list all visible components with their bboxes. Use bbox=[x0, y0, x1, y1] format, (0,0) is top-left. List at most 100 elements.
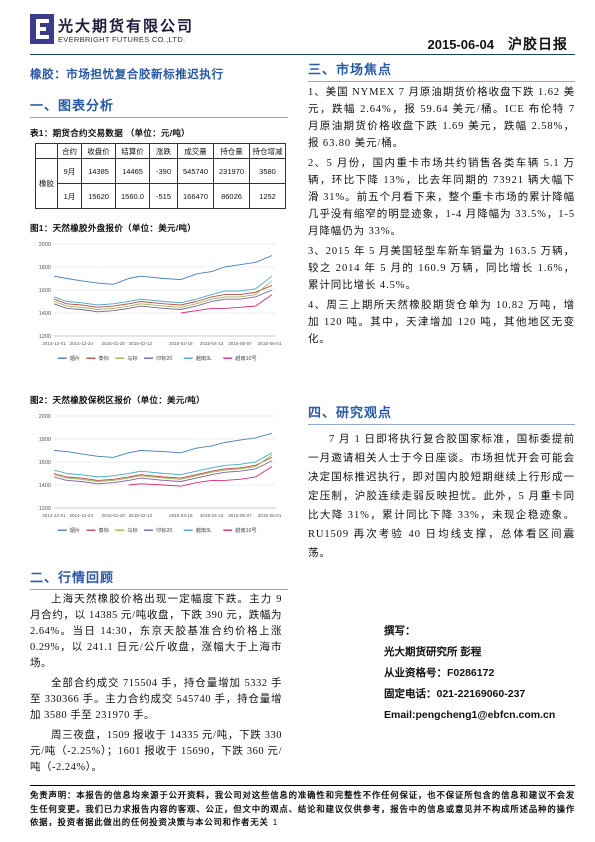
table-cell: 1月 bbox=[57, 183, 82, 209]
focus-item: 3、2015 年 5 月美国轻型车新车销量为 163.5 万辆，较之 2014 … bbox=[308, 246, 575, 291]
chart1-y-tick-label: 1800 bbox=[39, 265, 51, 271]
chart2-x-tick-label: 2014-12-24 bbox=[70, 513, 94, 518]
company-logo-icon bbox=[30, 14, 54, 44]
table-cell: 166470 bbox=[177, 183, 214, 209]
chart2-y-tick-label: 1400 bbox=[39, 483, 51, 489]
chart1-legend-item: 烟片 bbox=[57, 354, 80, 362]
chart2-x-tick-label: 2015-02-12 bbox=[129, 513, 153, 518]
table-header-cell: 收盘价 bbox=[81, 143, 116, 159]
chart1-x-tick-label: 2015-05-07 bbox=[228, 341, 252, 346]
company-name-en: EVERBRIGHT FUTURES CO.,LTD. bbox=[58, 35, 186, 44]
chart1-x-tick-label: 2015-01-20 bbox=[101, 341, 125, 346]
author-org-name: 光大期货研究所 彭程 bbox=[384, 646, 482, 658]
chart2-x-tick-label: 2015-01-20 bbox=[101, 513, 125, 518]
table-cell: 15620 bbox=[81, 183, 116, 209]
chart2-legend-item: 越南3L bbox=[183, 526, 212, 534]
table-cell: 545740 bbox=[177, 158, 214, 184]
chart1-legend-label: 马标 bbox=[127, 354, 137, 362]
chart1-x-tick-label: 2014-12-01 bbox=[42, 341, 66, 346]
focus-item: 1、美国 NYMEX 7 月原油期货价格收盘下跌 1.62 美元，跌幅 2.64… bbox=[308, 87, 575, 149]
table-cell: 14385 bbox=[81, 158, 116, 184]
chart2-legend-item: 马标 bbox=[115, 526, 138, 534]
chart1-series-4-line bbox=[53, 289, 273, 313]
chart2-series-3-line bbox=[53, 454, 273, 482]
chart1-x-tick-label: 2015-04-13 bbox=[200, 341, 224, 346]
table-cell: 86026 bbox=[213, 183, 250, 209]
chart1-legend-label: 越南10号 bbox=[235, 354, 256, 362]
chart2-y-tick-label: 1600 bbox=[39, 460, 51, 466]
chart2-series-1-line bbox=[53, 432, 273, 458]
chart1-x-tick-label: 2014-12-24 bbox=[70, 341, 94, 346]
report-date-title: 2015-06-04 沪胶日报 bbox=[428, 34, 569, 54]
table-header-cell: 持仓量 bbox=[213, 143, 250, 159]
author-block: 撰写： 光大期货研究所 彭程 从业资格号：F0286172 固定电话：021-2… bbox=[384, 621, 555, 726]
chart2-legend-item: 泰标 bbox=[86, 526, 109, 534]
company-name-cn: 光大期货有限公司 bbox=[58, 18, 195, 35]
table-cell: 1252 bbox=[249, 183, 286, 209]
chart2-legend-label: 印标20 bbox=[156, 526, 172, 534]
table-row: 橡胶 9月 14385 14465 -390 545740 231970 358… bbox=[35, 158, 286, 209]
table-header-cell: 成交量 bbox=[177, 143, 214, 159]
figure1-line-chart: 1200 1400 1600 1800 2000 2014-12-01 2014-12-24… bbox=[39, 242, 282, 362]
report-date: 2015-06-04 bbox=[427, 37, 495, 52]
chart2-x-tick-label: 2014-12-01 bbox=[42, 513, 66, 518]
table-header-cell: 合约 bbox=[57, 143, 82, 159]
figure1-caption: 图1：天然橡胶外盘报价（单位：美元/吨） bbox=[30, 223, 197, 233]
table-header-cell: 持仓增减 bbox=[249, 143, 286, 159]
chart2-y-tick-label: 1800 bbox=[39, 437, 51, 443]
chart1-legend-label: 印标20 bbox=[156, 354, 172, 362]
chart2-x-tick-label: 2015-04-13 bbox=[200, 513, 224, 518]
author-license: 从业资格号：F0286172 bbox=[384, 667, 495, 679]
chart1-legend-label: 越南3L bbox=[196, 354, 212, 362]
chart1-x-tick-label: 2015-03-18 bbox=[169, 341, 193, 346]
table-header-row: 合约 收盘价 结算价 涨跌 成交量 持仓量 持仓增减 bbox=[35, 143, 286, 159]
table-cell: 3580 bbox=[249, 158, 286, 184]
chart2-legend-label: 泰标 bbox=[99, 526, 109, 534]
disclaimer-footer: 免责声明：本报告的信息均来源于公开资料，我公司对这些信息的准确性和完整性不作任何… bbox=[30, 785, 575, 830]
chart2-legend-item: 烟片 bbox=[57, 526, 80, 534]
section-market-focus-title: 三、市场焦点 bbox=[308, 59, 575, 82]
market-review-body: 上海天然橡胶价格出现一定幅度下跌。主力 9 月合约，以 14385 元/吨收盘，… bbox=[30, 592, 282, 780]
review-paragraph: 上海天然橡胶价格出现一定幅度下跌。主力 9 月合约，以 14385 元/吨收盘，… bbox=[30, 594, 282, 669]
chart2-legend-item: 印标20 bbox=[144, 526, 172, 534]
author-phone: 固定电话：021-22169060-237 bbox=[384, 688, 526, 700]
chart2-y-tick-label: 1200 bbox=[39, 506, 51, 512]
chart1-series-3-line bbox=[53, 280, 273, 310]
chart1-series-2-line bbox=[53, 284, 273, 308]
figure2-caption: 图2：天然橡胶保税区报价（单位：美元/吨） bbox=[30, 395, 205, 405]
author-email: Email:pengcheng1@ebfcn.com.cn bbox=[384, 709, 556, 721]
focus-item: 4、周三上期所天然橡胶期货仓单为 10.82 万吨，增加 120 吨。其中，天津… bbox=[308, 300, 575, 345]
table-caption: 表1：期货合约交易数据 （单位：元/吨） bbox=[30, 128, 190, 138]
chart1-y-tick-label: 1600 bbox=[39, 288, 51, 294]
page-number: 1 bbox=[272, 817, 279, 827]
chart2-series-5-line bbox=[53, 452, 273, 478]
table-cell: -390 bbox=[149, 158, 178, 184]
chart2-legend-item: 越南10号 bbox=[223, 526, 257, 534]
table-cell: 9月 bbox=[57, 158, 82, 184]
table-cell: 231970 bbox=[213, 158, 250, 184]
table-cell: -515 bbox=[149, 183, 178, 209]
headline: 橡胶：市场担忧复合胶新标推迟执行 bbox=[30, 69, 224, 81]
chart2-legend-label: 越南10号 bbox=[235, 526, 256, 534]
table-header-cell: 结算价 bbox=[115, 143, 150, 159]
chart1-legend-item: 泰标 bbox=[86, 354, 109, 362]
chart1-legend-item: 马标 bbox=[115, 354, 138, 362]
table-cell: 14465 bbox=[115, 158, 150, 184]
section-market-review-title: 二、行情回顾 bbox=[30, 567, 288, 590]
chart1-legend-label: 泰标 bbox=[99, 354, 109, 362]
chart2-x-tick-label: 2015-05-07 bbox=[228, 513, 252, 518]
chart1-legend-item: 越南3L bbox=[183, 354, 212, 362]
research-view-paragraph: 7 月 1 日即将执行复合胶国家标准，国标委提前一月邀请相关人士于今日座谈。市场… bbox=[308, 434, 575, 559]
chart1-legend-item: 印标20 bbox=[144, 354, 172, 362]
market-focus-list: 1、美国 NYMEX 7 月原油期货价格收盘下跌 1.62 美元，跌幅 2.64… bbox=[308, 84, 575, 351]
chart1-x-tick-label: 2015-02-12 bbox=[129, 341, 153, 346]
chart1-y-tick-label: 1200 bbox=[39, 334, 51, 340]
chart1-y-tick-label: 1400 bbox=[39, 311, 51, 317]
chart1-series-5-line bbox=[53, 275, 273, 306]
report-title: 沪胶日报 bbox=[508, 36, 568, 52]
chart1-legend-item: 越南10号 bbox=[223, 354, 257, 362]
figure2-line-chart: 1200 1400 1600 1800 2000 2014-12-01 2014-12-24… bbox=[39, 414, 282, 534]
chart1-y-tick-label: 2000 bbox=[39, 242, 51, 248]
chart1-series-6-line bbox=[180, 294, 273, 314]
table-group-label: 橡胶 bbox=[35, 158, 58, 209]
